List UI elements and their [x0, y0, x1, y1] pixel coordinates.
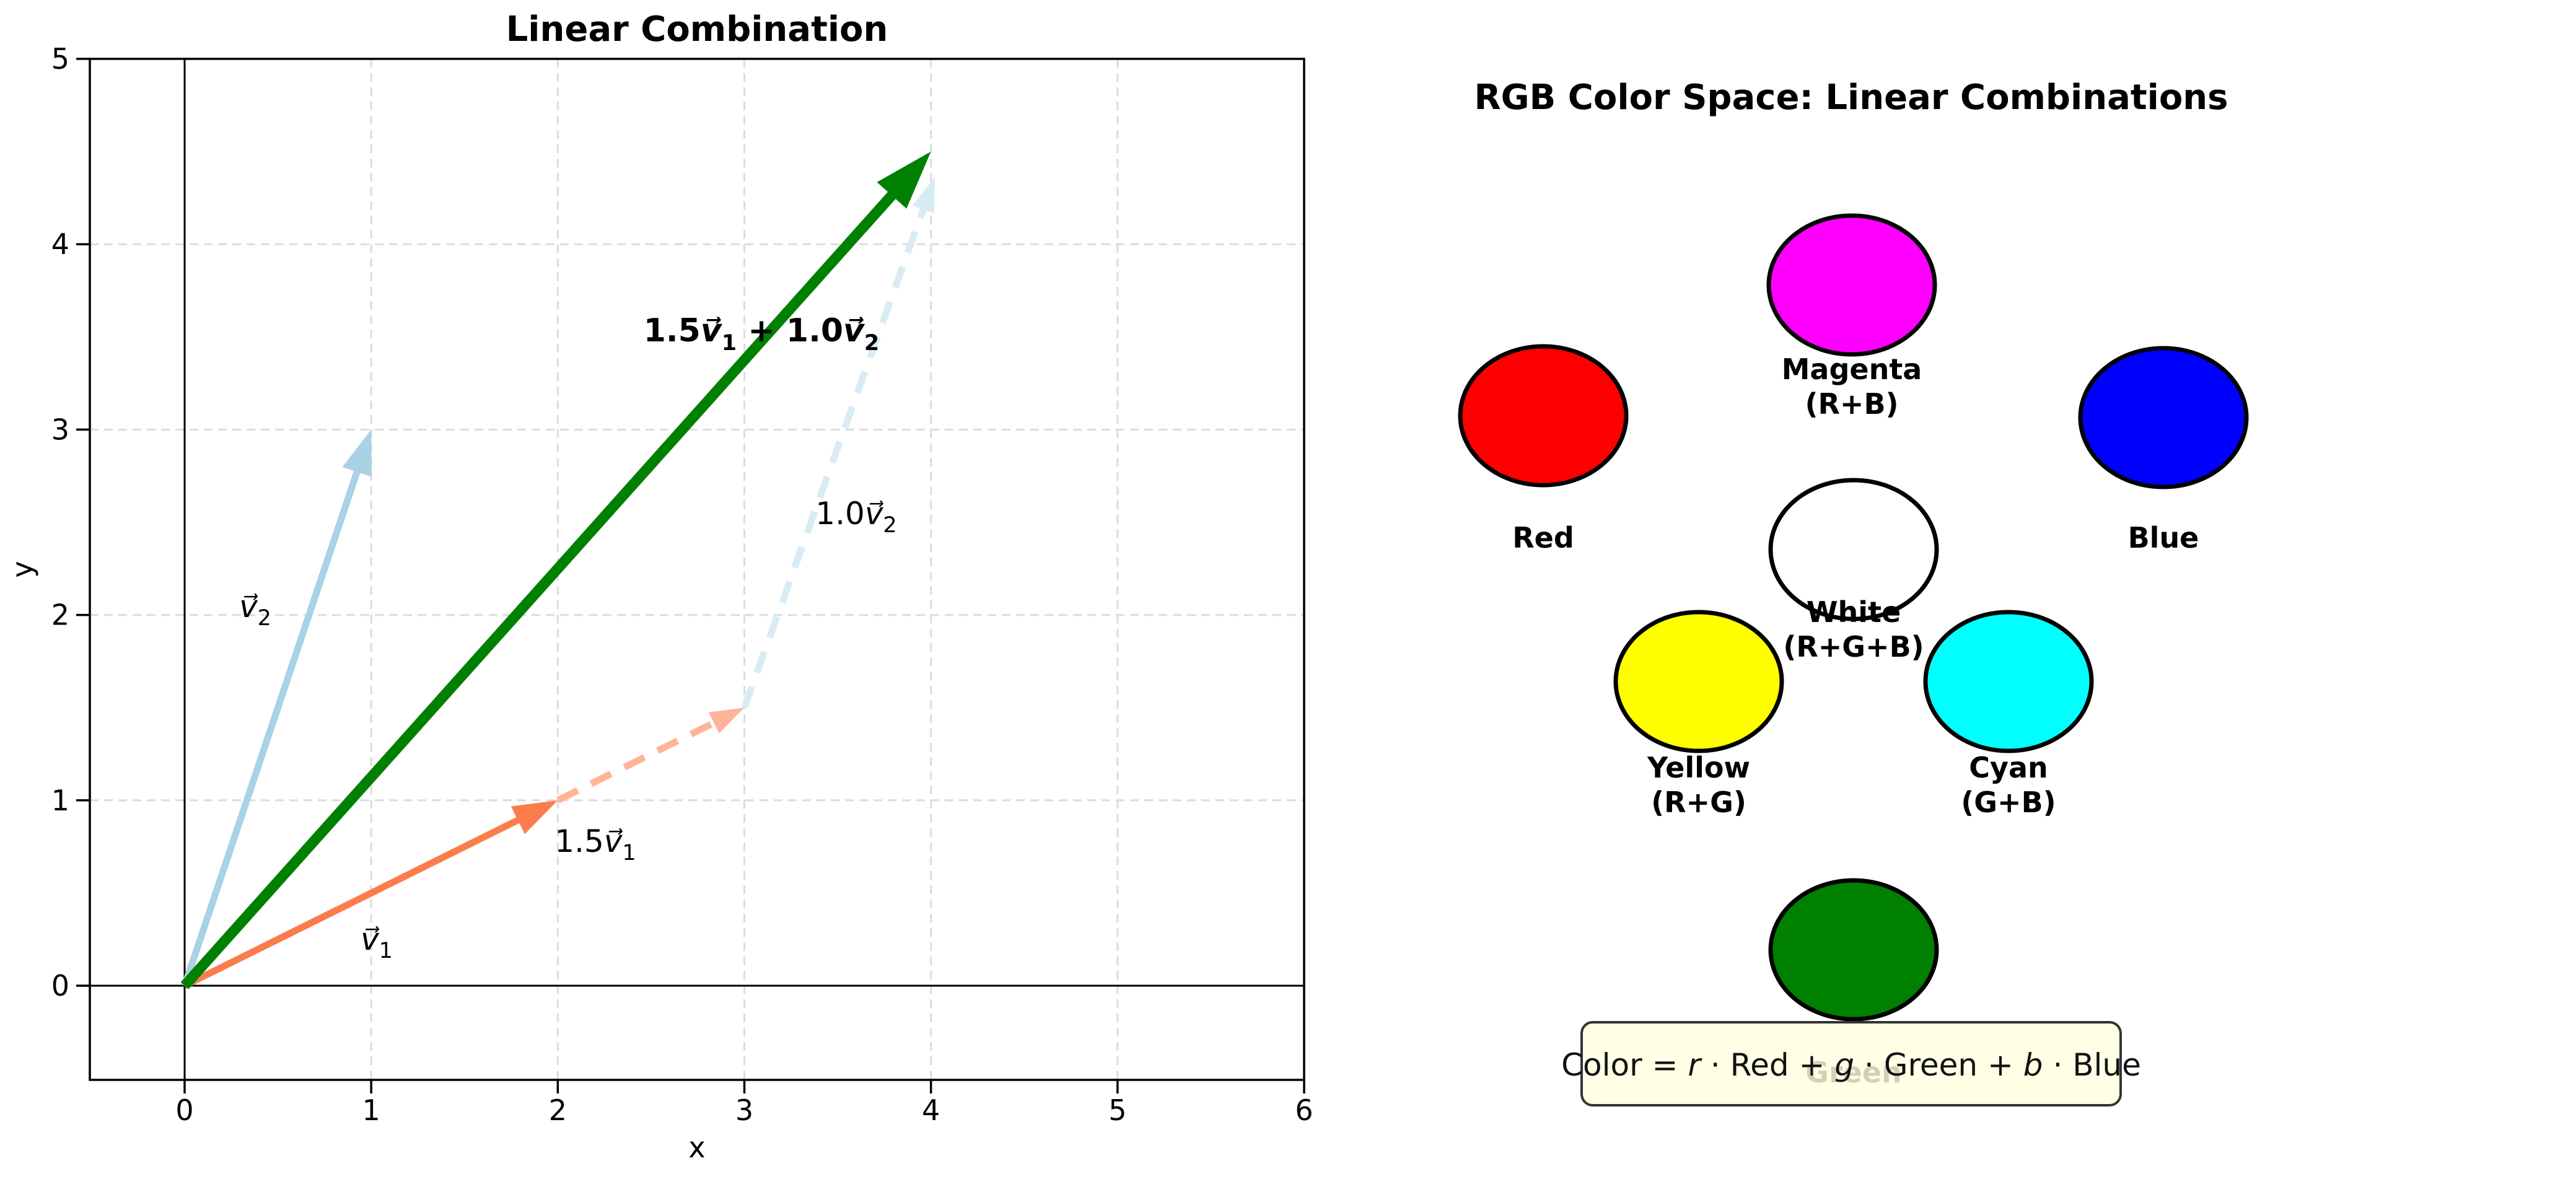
plot-title: Linear Combination: [506, 9, 888, 50]
y-tick-label-3: 3: [51, 413, 69, 446]
v1-scaled-vector-label: 1.5v⃗1: [554, 823, 636, 866]
rgb-panel-title: RGB Color Space: Linear Combinations: [1474, 77, 2228, 118]
yellow-label: Yellow: [1647, 751, 1750, 784]
white-label: White: [1807, 595, 1901, 629]
y-tick-label-5: 5: [51, 42, 69, 76]
formula-box: [1582, 1022, 2121, 1105]
white-sublabel: (R+G+B): [1783, 630, 1924, 664]
magenta-label: Magenta: [1782, 353, 1922, 386]
x-tick-label-1: 1: [362, 1094, 380, 1127]
magenta-circle: [1766, 213, 1937, 357]
magenta-sublabel: (R+B): [1805, 387, 1898, 421]
y-tick-label-1: 1: [51, 784, 69, 817]
vector-v2: [181, 468, 361, 987]
yellow-sublabel: (R+G): [1651, 786, 1746, 819]
vector-v1: [183, 816, 522, 989]
plot-dynamic-layer: 0 1 2 3 4 5 6 0 1 2 3 4 5: [51, 42, 1313, 1127]
rgb-nodes-layer: Magenta(R+B) Red Blue White(R+G+B) Yellow(R+…: [1458, 213, 2249, 1022]
red-label: Red: [1512, 521, 1574, 554]
vector-v2-head: [342, 429, 372, 477]
x-tick-label-2: 2: [549, 1094, 567, 1127]
v1-vector-label: v⃗1: [361, 921, 393, 963]
cyan-circle: [1923, 610, 2094, 753]
vector-1.5v1-head: [708, 708, 745, 734]
vector-layer: [180, 151, 935, 989]
green-circle: [1768, 878, 1939, 1022]
red-circle: [1458, 344, 1629, 488]
cyan-label: Cyan: [1969, 751, 2048, 784]
rgb-color-space-panel: RGB Color Space: Linear Combinations Mag…: [1458, 77, 2249, 1107]
plot-border: [89, 58, 1305, 1081]
cyan-sublabel: (G+B): [1961, 786, 2056, 819]
y-tick-label-4: 4: [51, 227, 69, 261]
vector-v1-head: [510, 800, 558, 835]
vector-sum: [180, 190, 898, 989]
formula-text: Color = r · Red + g · Green + b · Blue: [1561, 1047, 2141, 1083]
blue-label: Blue: [2128, 521, 2199, 554]
x-tick-label-0: 0: [175, 1094, 193, 1127]
linear-combination-plot: 0 1 2 3 4 5 6 0 1 2 3 4 5 Linear Combination x y v⃗1…: [6, 9, 1313, 1164]
vector-1.5v1: [556, 718, 718, 804]
x-tick-label-4: 4: [922, 1094, 940, 1127]
x-tick-label-6: 6: [1295, 1094, 1313, 1127]
vector-1.0v2-head: [912, 177, 935, 214]
formula-box-border: [1580, 1021, 2122, 1107]
x-tick-label-3: 3: [735, 1094, 753, 1127]
y-tick-label-2: 2: [51, 598, 69, 632]
blue-circle: [2078, 346, 2249, 489]
x-tick-label-5: 5: [1108, 1094, 1126, 1127]
vector-1.0v2: [741, 206, 927, 709]
y-tick-label-0: 0: [51, 969, 69, 1002]
x-axis-label: x: [688, 1131, 705, 1164]
white-circle: [1768, 478, 1939, 621]
v2-vector-label: v⃗2: [239, 589, 271, 631]
yellow-circle: [1613, 610, 1784, 753]
vector-sum-head: [877, 151, 931, 209]
y-axis-label: y: [6, 561, 39, 577]
v2-scaled-vector-label: 1.0v⃗2: [815, 496, 896, 538]
sum-vector-label: 1.5v⃗1 + 1.0v⃗2: [644, 312, 880, 356]
